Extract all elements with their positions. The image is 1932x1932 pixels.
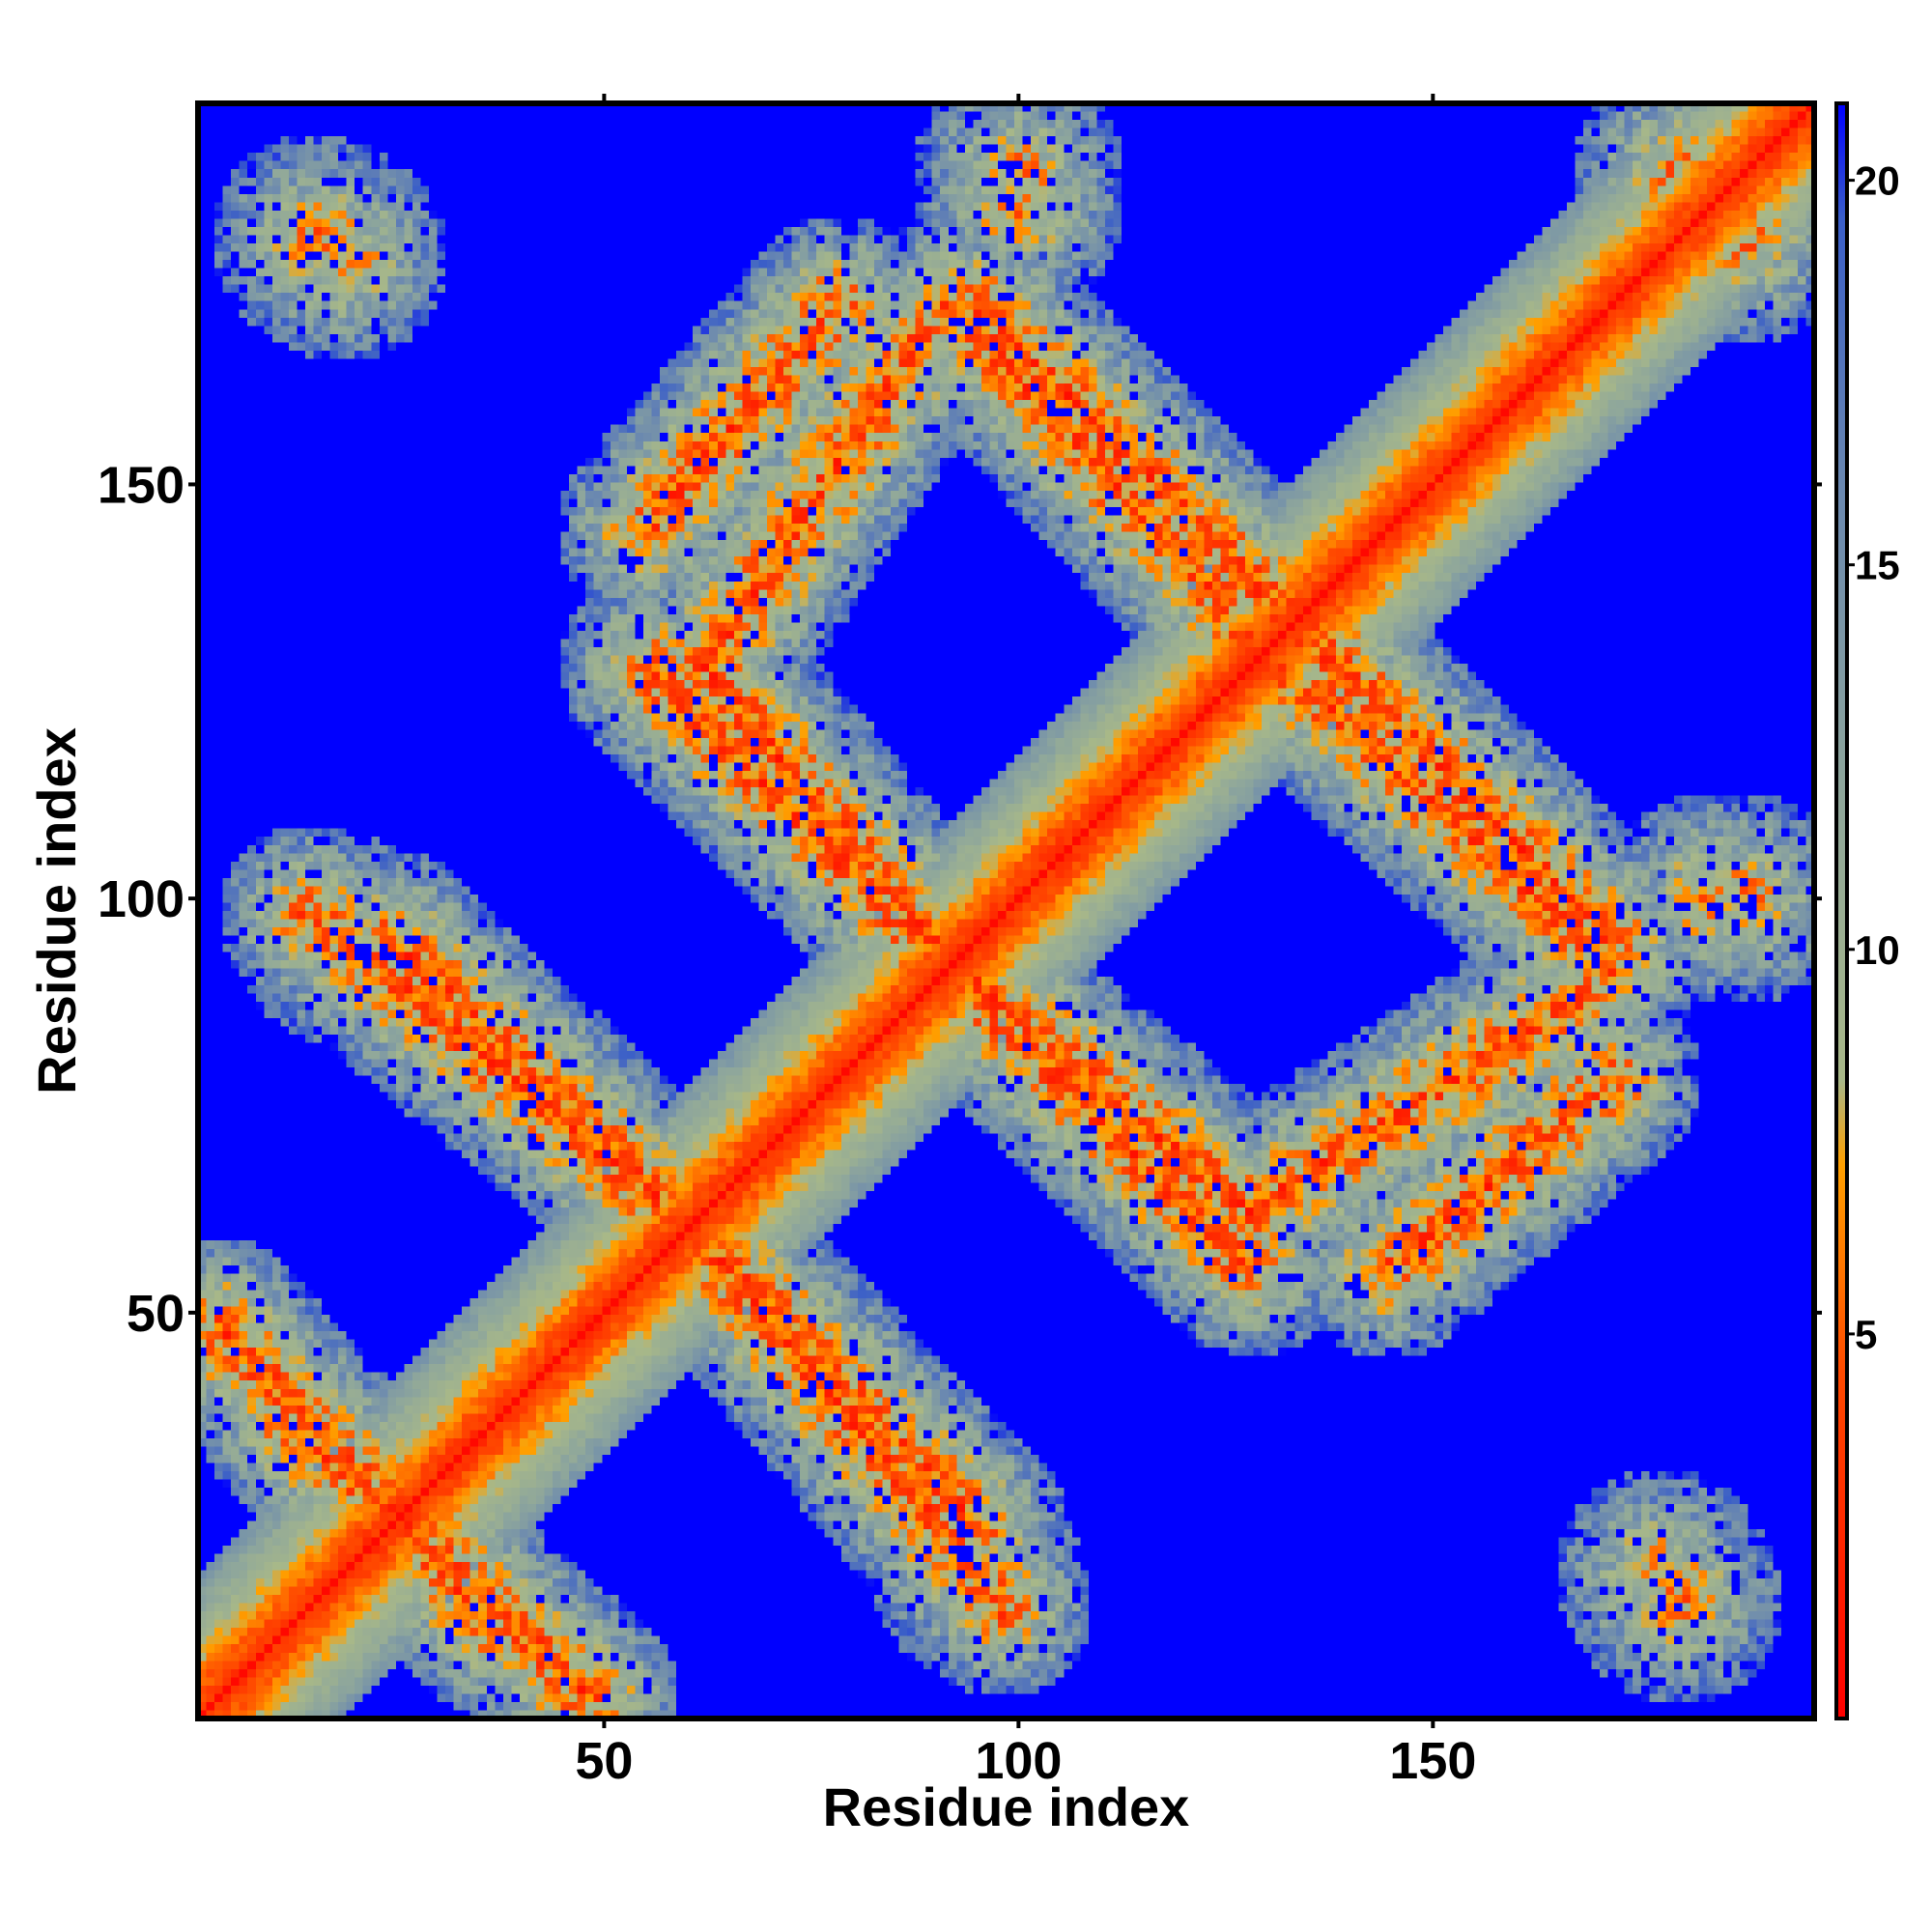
y-axis-title: Residue index [26, 727, 87, 1094]
heatmap-image [198, 103, 1814, 1719]
colorbar: 5 10 15 20 [1834, 101, 1900, 1720]
x-tick-label: 50 [575, 1732, 633, 1790]
colorbar-tick-label: 20 [1855, 158, 1900, 204]
y-tick-label: 50 [127, 1285, 185, 1343]
heatmap-cells [198, 103, 1814, 1719]
plot-frame [195, 100, 1817, 1721]
x-axis-title: Residue index [823, 1776, 1190, 1837]
colorbar-gradient [1834, 101, 1849, 1720]
colorbar-tick-label: 15 [1855, 543, 1900, 588]
y-axis-ticks: 50 100 150 [98, 456, 1822, 1343]
x-axis-ticks: 50 100 150 [575, 94, 1476, 1790]
y-tick-label: 100 [98, 870, 185, 928]
colorbar-tick-label: 5 [1855, 1312, 1877, 1357]
y-tick-label: 150 [98, 456, 185, 514]
x-tick-label: 150 [1389, 1732, 1476, 1790]
colorbar-tick-label: 10 [1855, 927, 1900, 973]
x-tick-label: 100 [975, 1732, 1062, 1790]
